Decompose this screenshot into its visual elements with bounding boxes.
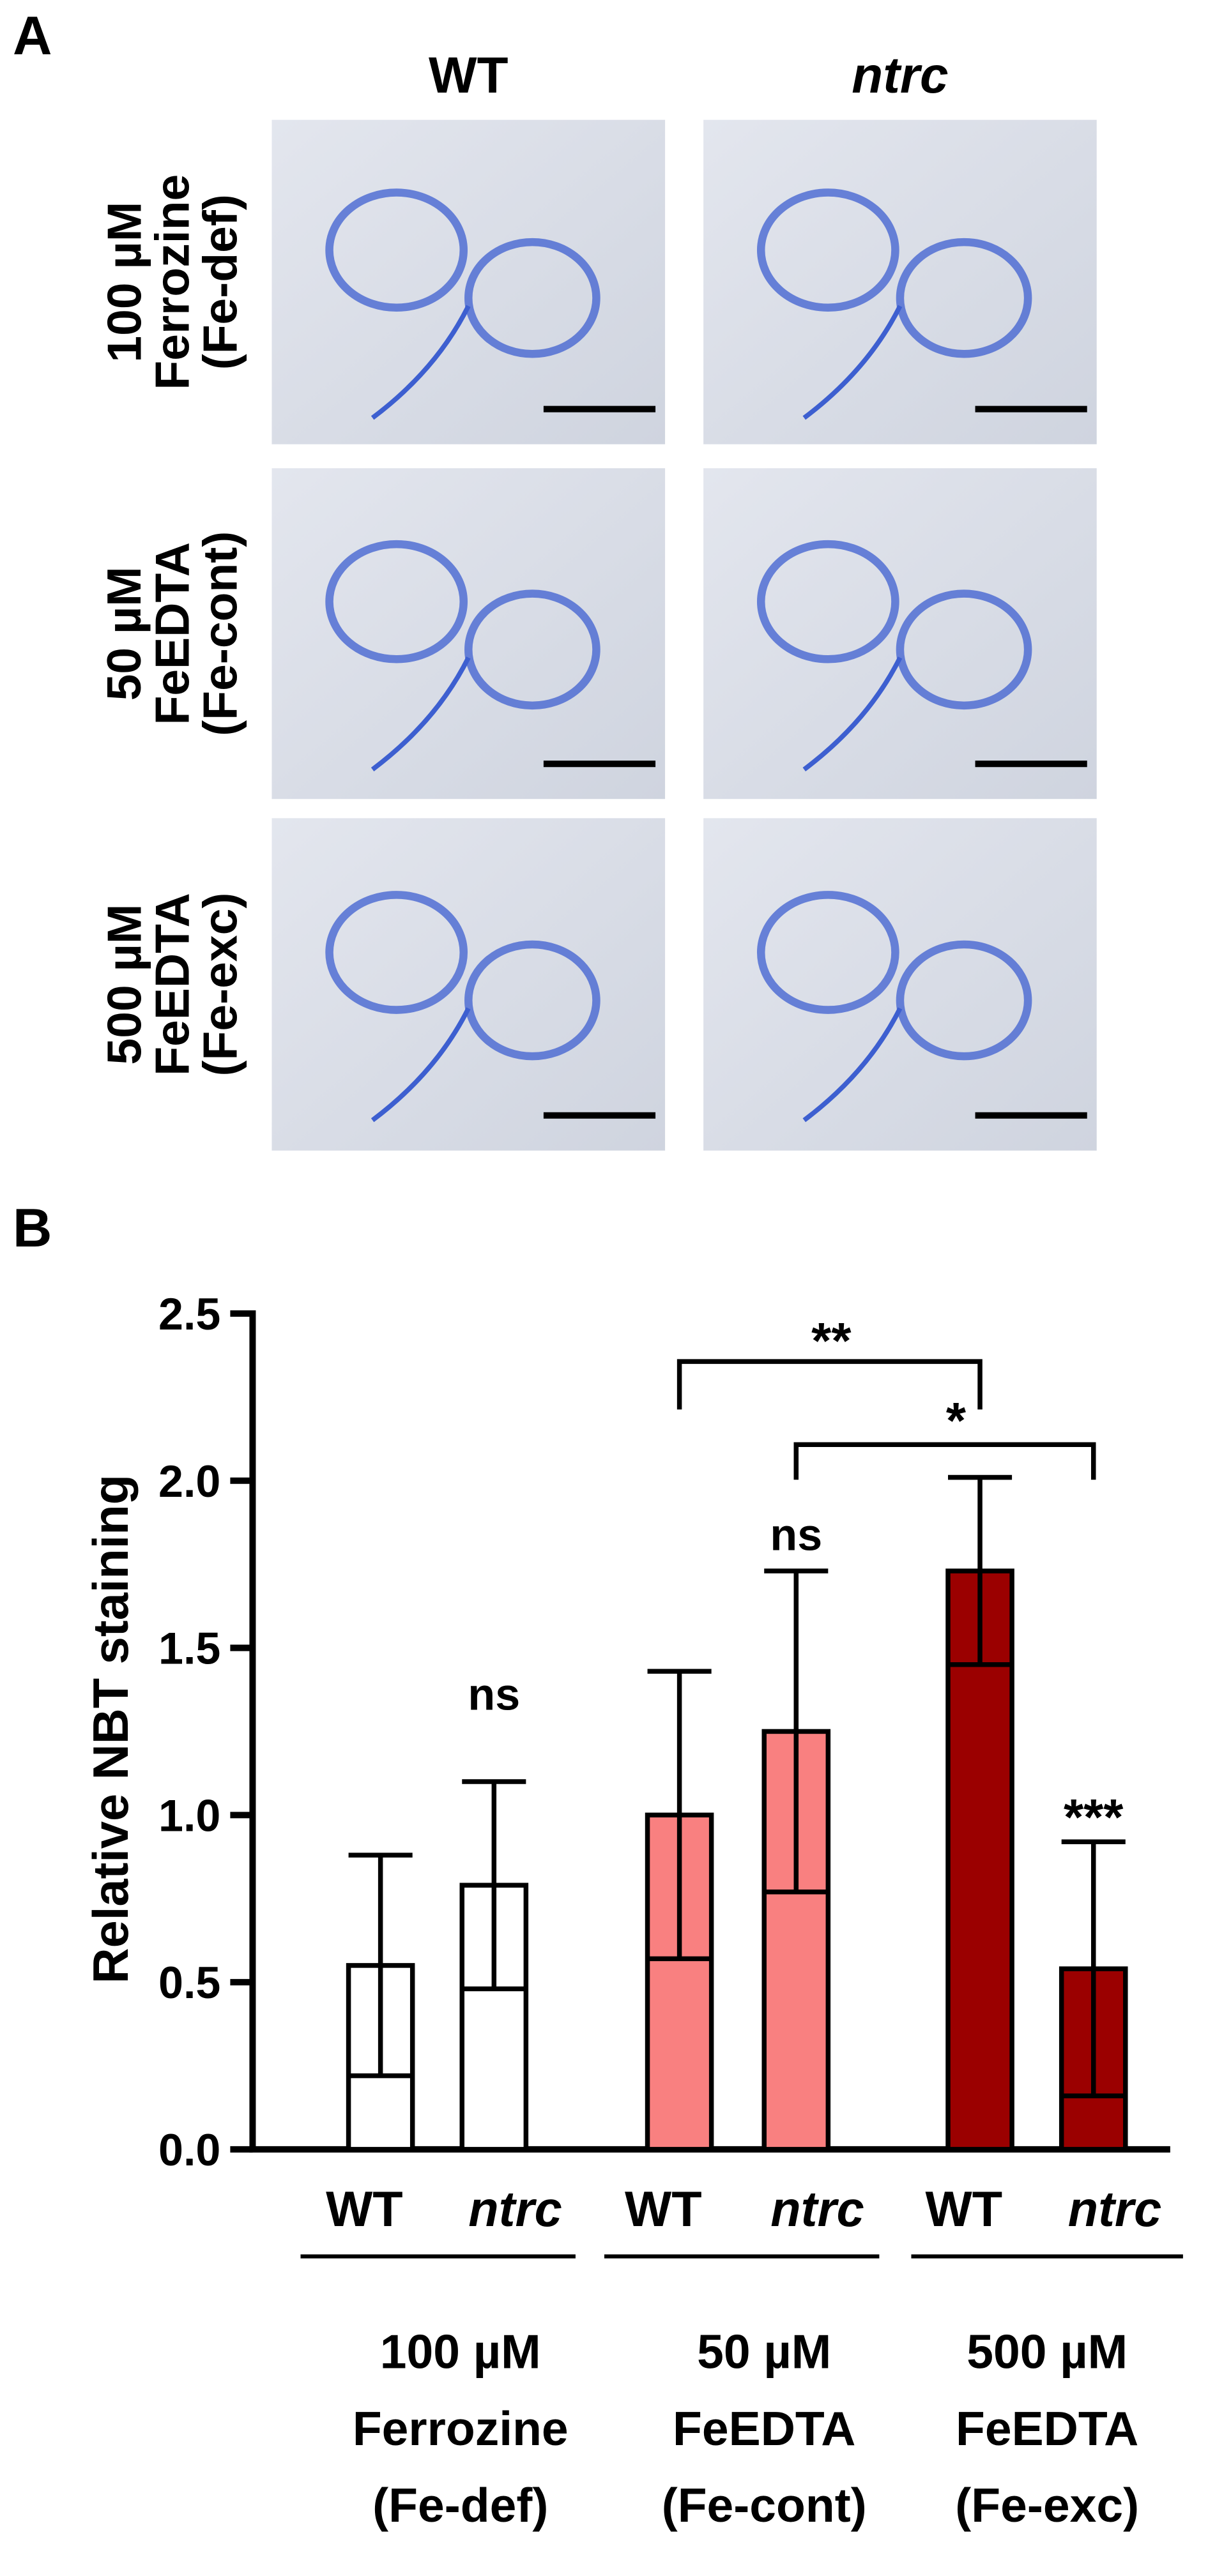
root — [371, 305, 471, 420]
cotyledon — [896, 238, 1032, 358]
cotyledon — [464, 589, 600, 710]
row-label: (Fe-exc) — [193, 893, 247, 1077]
row-label: Ferrozine — [145, 174, 199, 390]
group-label: FeEDTA — [673, 2402, 855, 2455]
cotyledon — [325, 891, 468, 1014]
x-tick-label: ntrc — [770, 2182, 864, 2237]
annotation: * — [946, 1392, 967, 1449]
cotyledon — [896, 940, 1032, 1061]
annotation: ns — [770, 1510, 822, 1559]
y-axis-label: Relative NBT staining — [84, 1474, 139, 1983]
row-label: FeEDTA — [145, 893, 199, 1075]
group-label: 50 µM — [697, 2325, 831, 2379]
y-tick-label: 2.0 — [158, 1457, 220, 1506]
group-label: (Fe-cont) — [662, 2478, 867, 2532]
row-label: 500 µM — [97, 904, 151, 1065]
cotyledon — [756, 540, 899, 663]
root — [371, 656, 471, 771]
y-tick-label: 0.5 — [158, 1958, 220, 2008]
group-label: Ferrozine — [353, 2402, 569, 2455]
row-label: (Fe-cont) — [193, 531, 247, 736]
cotyledon — [756, 891, 899, 1014]
column-header: ntrc — [852, 47, 948, 103]
root — [802, 305, 903, 420]
root — [802, 1007, 903, 1123]
x-tick-label: WT — [926, 2182, 1003, 2237]
group-label: 100 µM — [380, 2325, 541, 2379]
x-tick-label: WT — [625, 2182, 702, 2237]
y-tick-label: 2.5 — [158, 1289, 220, 1339]
x-tick-label: ntrc — [468, 2182, 562, 2237]
bar — [459, 1883, 529, 2152]
annotation: *** — [1064, 1789, 1124, 1845]
panel-label: A — [13, 6, 52, 66]
annotation: ns — [468, 1670, 520, 1720]
y-tick-label: 0.0 — [158, 2125, 220, 2175]
bracket — [677, 1359, 983, 1410]
cotyledon — [325, 540, 468, 663]
cotyledon — [325, 188, 468, 312]
column-header: WT — [429, 47, 508, 103]
x-tick-label: WT — [326, 2182, 403, 2237]
panel-label: B — [13, 1198, 52, 1259]
bracket — [793, 1442, 1096, 1480]
cotyledon — [464, 238, 600, 358]
group-label: (Fe-exc) — [955, 2478, 1139, 2532]
bar — [945, 1568, 1014, 2152]
row-label: FeEDTA — [145, 542, 199, 725]
row-label: (Fe-def) — [193, 194, 247, 370]
group-label: FeEDTA — [956, 2402, 1138, 2455]
root — [802, 656, 903, 771]
group-label: 500 µM — [967, 2325, 1128, 2379]
group-label: (Fe-def) — [372, 2478, 548, 2532]
y-tick-label: 1.0 — [158, 1791, 220, 1840]
x-tick-label: ntrc — [1068, 2182, 1162, 2237]
cotyledon — [896, 589, 1032, 710]
cotyledon — [756, 188, 899, 312]
row-label: 100 µM — [97, 202, 151, 363]
row-label: 50 µM — [97, 566, 151, 701]
cotyledon — [464, 940, 600, 1061]
root — [371, 1007, 471, 1123]
y-tick-label: 1.5 — [158, 1624, 220, 1674]
